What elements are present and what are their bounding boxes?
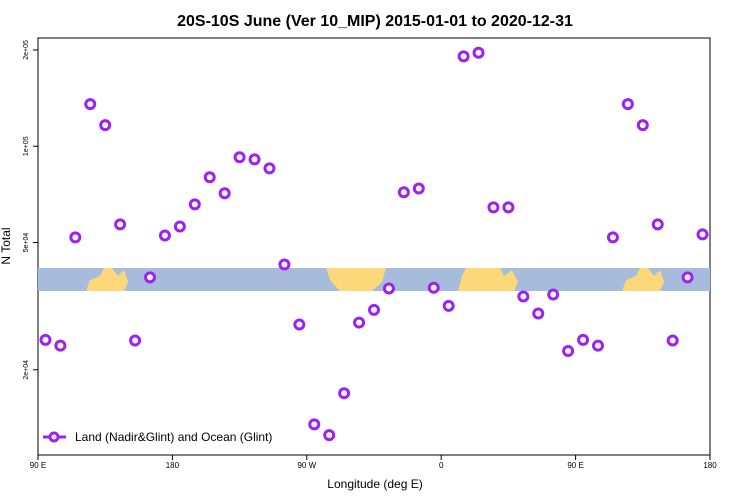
x-tick-label: 0 [439,461,444,470]
point [39,333,52,346]
point [502,201,515,214]
point [173,220,186,233]
point [592,339,604,352]
point [144,271,156,284]
legend-label: Land (Nadir&Glint) and Ocean (Glint) [75,430,272,444]
point [636,119,649,132]
point [293,318,306,331]
point [651,218,664,231]
point [278,258,291,271]
point [681,271,694,284]
x-tick-label: 90 E [30,461,46,470]
y-tick-label: 2e+05 [23,40,30,60]
point [248,153,261,166]
point [203,171,216,184]
point [577,333,590,346]
legend-marker [48,431,60,443]
point [84,98,97,111]
point [233,151,246,164]
point [323,429,336,442]
point [472,46,485,59]
y-tick-label: 5e+04 [23,233,30,253]
x-tick-label: 90 W [297,461,316,470]
map-strip [38,268,710,291]
x-tick-label: 90 E [567,461,583,470]
point [457,50,470,63]
point [338,387,351,400]
point [158,229,171,242]
point [487,201,500,214]
point [562,344,575,357]
point [696,228,709,241]
point [308,418,321,431]
point [263,162,276,175]
plot-frame [37,37,711,456]
point [54,339,67,352]
point [99,119,112,132]
x-tick-label: 180 [703,461,717,470]
point [621,98,634,111]
point [218,187,231,200]
y-tick-label: 2e+04 [23,360,30,380]
point [129,334,142,347]
point [353,316,366,329]
point [532,307,545,320]
y-tick-label: 1e+05 [23,136,30,156]
point [547,288,560,301]
point [442,299,455,312]
point [397,186,410,199]
point [427,281,440,294]
y-axis-label: N Total [0,227,13,264]
point [69,231,82,244]
point [517,290,530,303]
x-axis-label: Longitude (deg E) [327,477,422,491]
point [188,198,201,211]
x-tick-label: 180 [166,461,180,470]
chart-title: 20S-10S June (Ver 10_MIP) 2015-01-01 to … [177,13,573,30]
point [368,303,380,316]
point [666,334,679,347]
point [412,182,425,195]
point [606,231,619,244]
point [382,282,395,295]
point [114,218,127,231]
